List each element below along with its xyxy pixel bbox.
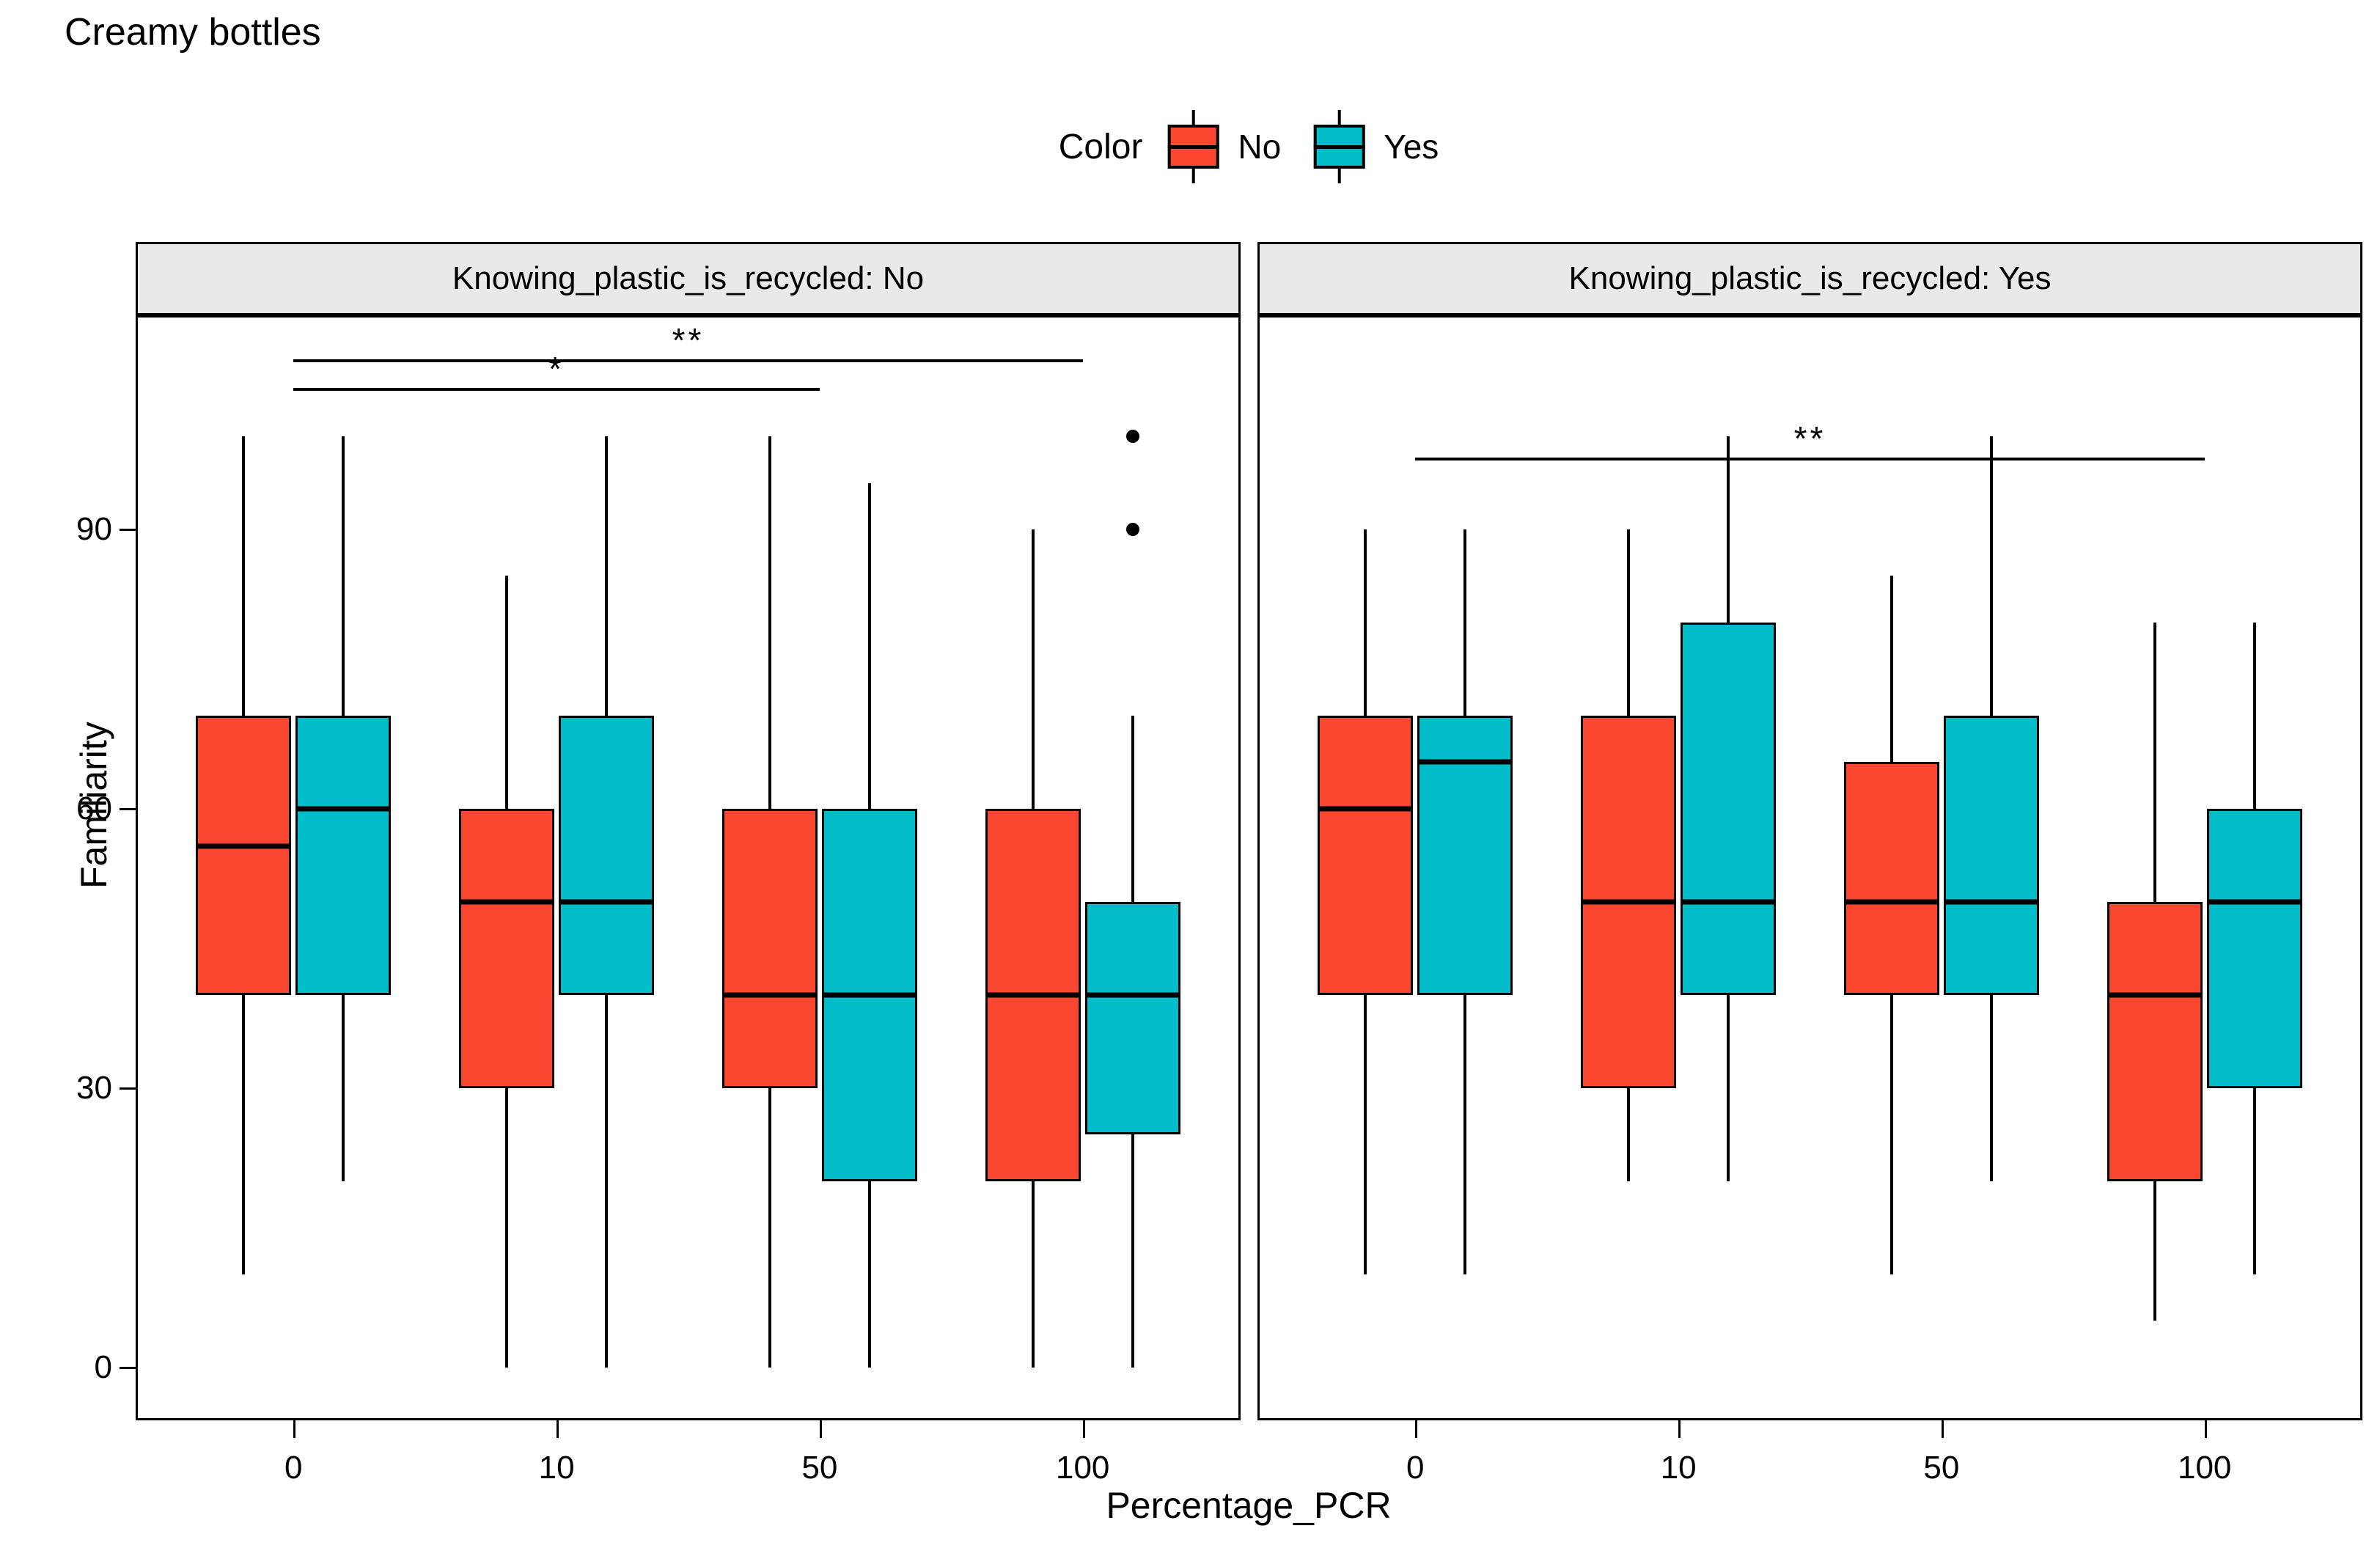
median-line (2206, 899, 2302, 905)
outlier-dot (1125, 523, 1139, 536)
y-axis-title: Familiarity (73, 722, 114, 889)
x-tick (2204, 1420, 2207, 1438)
x-tick-label: 50 (801, 1450, 838, 1486)
legend-title: Color (1058, 127, 1143, 166)
median-line (1843, 899, 1939, 905)
box-yes (1084, 901, 1180, 1135)
legend-label-no: No (1238, 128, 1282, 166)
median-line (2107, 992, 2203, 998)
outlier-dot (1125, 430, 1139, 444)
sig-bracket (1415, 458, 2205, 461)
facet-strip-label: Knowing_plastic_is_recycled: No (452, 260, 925, 296)
box-no (1843, 762, 1939, 995)
page-title: Creamy bottles (65, 11, 321, 54)
key-whisker (1337, 110, 1341, 125)
median-line (721, 992, 818, 998)
sig-label: * (548, 350, 565, 389)
median-line (821, 992, 917, 998)
median-line (295, 806, 392, 812)
box-no (2107, 901, 2203, 1181)
key-whisker (1191, 169, 1195, 183)
x-tick-label: 0 (1406, 1450, 1425, 1486)
box-no (721, 808, 818, 1088)
y-tick-label: 30 (76, 1069, 112, 1106)
median-line (196, 843, 292, 849)
median-line (1084, 992, 1180, 998)
sig-bracket (293, 359, 1083, 362)
sig-label: ** (672, 320, 705, 359)
x-axis-title: Percentage_PCR (1106, 1485, 1392, 1526)
x-tick-label: 100 (1055, 1450, 1110, 1486)
x-tick (1082, 1420, 1085, 1438)
median-line (1318, 806, 1414, 812)
box-yes (1943, 715, 2039, 995)
median-line (1417, 759, 1513, 765)
legend-item-yes: Yes (1313, 106, 1439, 188)
box-yes (2206, 808, 2302, 1088)
x-tick-label: 100 (2177, 1450, 2232, 1486)
x-tick-label: 0 (284, 1450, 303, 1486)
x-tick-label: 10 (538, 1450, 575, 1486)
legend-item-no: No (1167, 106, 1281, 188)
median-line (1681, 899, 1777, 905)
x-tick (819, 1420, 822, 1438)
legend: Color No Yes (1059, 103, 1439, 191)
median-line (1943, 899, 2039, 905)
y-tick (120, 1087, 136, 1090)
box-no (1318, 715, 1414, 995)
x-tick (1941, 1420, 1944, 1438)
key-whisker (1191, 110, 1195, 125)
y-tick-label: 60 (76, 790, 112, 826)
facet-strip-label: Knowing_plastic_is_recycled: Yes (1568, 260, 2052, 296)
median-line (985, 992, 1081, 998)
x-tick (1678, 1420, 1681, 1438)
boxplot-key-icon-yes (1313, 106, 1365, 188)
x-tick (1415, 1420, 1418, 1438)
legend-label-yes: Yes (1384, 128, 1439, 166)
y-tick (120, 1366, 136, 1369)
key-median (1167, 145, 1219, 149)
box-yes (1417, 715, 1513, 995)
y-tick (120, 529, 136, 531)
box-yes (1681, 622, 1777, 995)
sig-label: ** (1793, 419, 1826, 458)
sig-bracket (293, 388, 820, 392)
boxplot-key-icon-no (1167, 106, 1219, 188)
x-tick-label: 10 (1660, 1450, 1697, 1486)
x-tick (293, 1420, 296, 1438)
facet-strip: Knowing_plastic_is_recycled: Yes (1257, 242, 2362, 315)
box-no (196, 715, 292, 995)
median-line (459, 899, 555, 905)
x-tick-label: 50 (1923, 1450, 1960, 1486)
box-yes (295, 715, 392, 995)
median-line (559, 899, 655, 905)
x-tick (557, 1420, 559, 1438)
y-tick-label: 0 (94, 1348, 112, 1385)
y-tick (120, 807, 136, 810)
y-tick-label: 90 (76, 511, 112, 547)
box-no (459, 808, 555, 1088)
key-median (1313, 145, 1365, 149)
box-yes (559, 715, 655, 995)
median-line (1581, 899, 1677, 905)
facet-strip: Knowing_plastic_is_recycled: No (136, 242, 1241, 315)
key-whisker (1337, 169, 1341, 183)
